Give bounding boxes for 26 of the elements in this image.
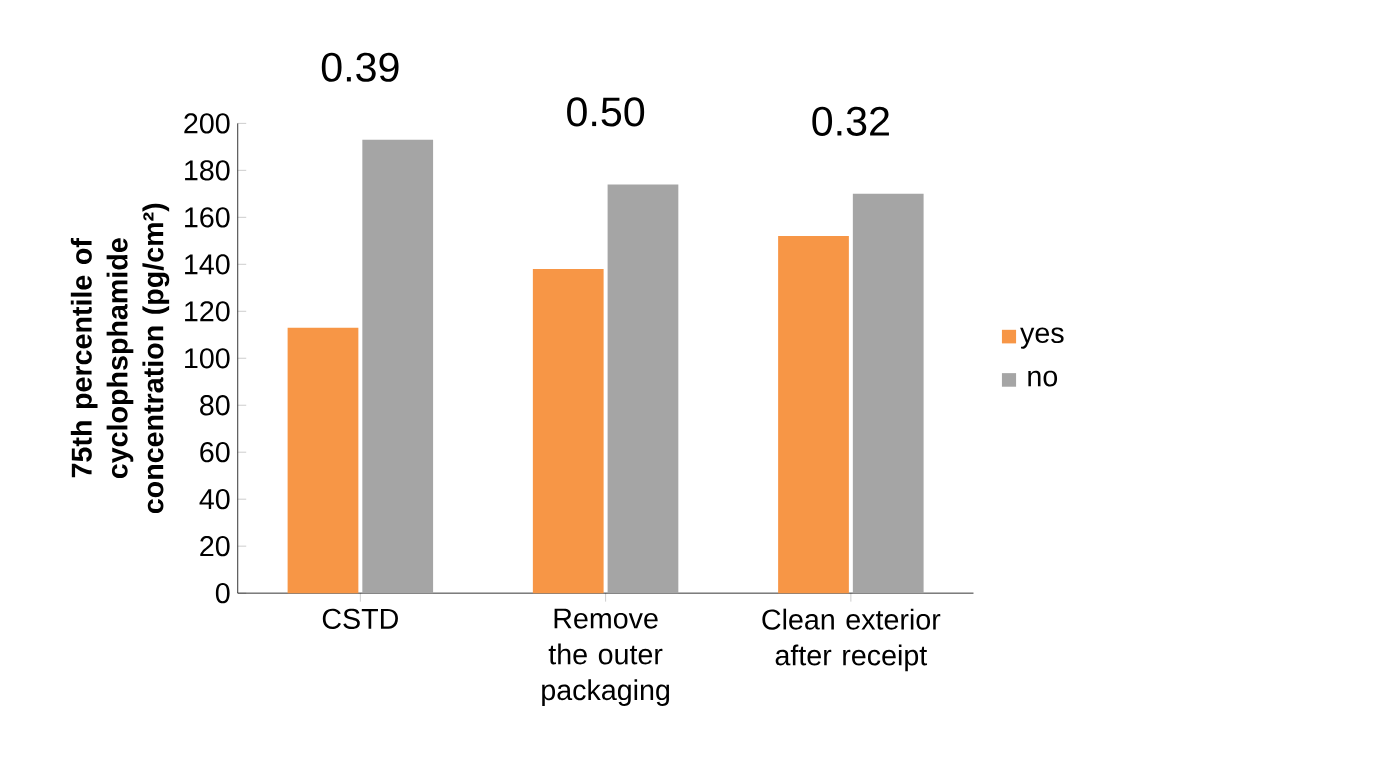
- x-tick-label: CSTD: [322, 608, 398, 629]
- bar: [532, 269, 604, 594]
- y-tick-label: 100: [185, 348, 230, 369]
- x-tick-label: Clean exterior after receipt: [762, 608, 941, 672]
- y-tick-label: 60: [200, 442, 230, 463]
- annotation: 0.50: [567, 97, 645, 127]
- y-axis-title: 75th percentile of cyclophsphamide concentration (pg/cm²): [70, 203, 170, 514]
- y-tick-label: 80: [200, 395, 230, 416]
- y-tick-label: 40: [199, 489, 230, 510]
- x-tick-label: Remove the outer packaging: [542, 608, 670, 706]
- y-tick-label: 120: [185, 301, 230, 322]
- bar: [287, 327, 359, 594]
- bar: [362, 139, 434, 594]
- annotation: 0.32: [812, 106, 889, 136]
- y-tick-label: 160: [185, 207, 230, 228]
- y-tick-label: 20: [200, 536, 230, 557]
- text: 0.39: [321, 52, 399, 82]
- y-tick-label: 180: [185, 160, 230, 181]
- legend-label: no: [1028, 370, 1058, 387]
- legend-label: yes: [1020, 327, 1064, 349]
- bar: [852, 193, 924, 594]
- y-tick-label: 0: [215, 583, 230, 604]
- bar: [607, 184, 679, 594]
- y-tick-label: 140: [185, 254, 230, 275]
- y-tick-label: 200: [184, 113, 230, 134]
- bar: [778, 236, 849, 594]
